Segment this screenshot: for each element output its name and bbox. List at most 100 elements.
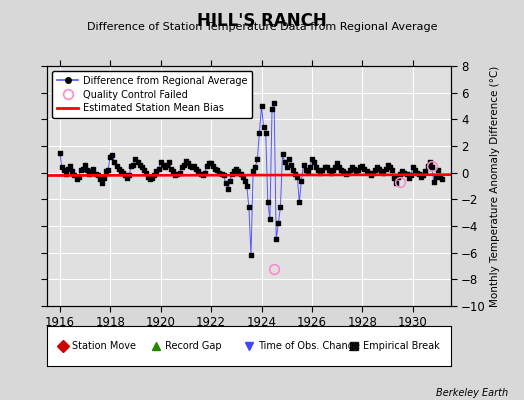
- Point: [436, 174, 444, 180]
- Point: [423, 163, 432, 169]
- Point: [251, 164, 259, 170]
- Point: [365, 170, 373, 176]
- Point: [165, 159, 173, 165]
- Point: [341, 171, 350, 177]
- Point: [375, 166, 384, 172]
- Point: [425, 159, 434, 165]
- Point: [301, 167, 310, 173]
- Point: [176, 170, 184, 176]
- Point: [402, 171, 411, 177]
- Point: [405, 175, 413, 181]
- Point: [381, 166, 390, 172]
- Point: [249, 168, 257, 174]
- Point: [215, 170, 224, 176]
- Point: [312, 164, 320, 170]
- Point: [171, 172, 180, 178]
- Point: [184, 160, 192, 166]
- Point: [142, 170, 150, 176]
- Point: [285, 156, 293, 162]
- Point: [199, 172, 207, 178]
- Point: [60, 167, 68, 173]
- Point: [196, 171, 205, 177]
- Point: [253, 156, 261, 162]
- Point: [369, 170, 377, 176]
- Point: [56, 150, 64, 156]
- Point: [152, 168, 161, 174]
- Point: [83, 167, 91, 173]
- Y-axis label: Monthly Temperature Anomaly Difference (°C): Monthly Temperature Anomaly Difference (…: [490, 65, 500, 307]
- Point: [270, 100, 278, 106]
- Point: [58, 164, 66, 170]
- Point: [344, 170, 352, 176]
- Point: [276, 204, 285, 210]
- Point: [100, 175, 108, 181]
- Point: [144, 174, 152, 180]
- Point: [157, 159, 165, 165]
- Point: [308, 156, 316, 162]
- Point: [289, 167, 297, 173]
- Point: [146, 176, 154, 182]
- Point: [104, 167, 112, 173]
- Point: [178, 164, 186, 170]
- Point: [213, 167, 222, 173]
- Point: [118, 170, 127, 176]
- Point: [203, 163, 211, 169]
- Point: [394, 174, 402, 180]
- Point: [70, 172, 79, 178]
- Point: [190, 163, 199, 169]
- Text: Record Gap: Record Gap: [165, 341, 222, 351]
- Point: [93, 172, 102, 178]
- Point: [155, 166, 163, 172]
- Point: [102, 168, 110, 174]
- Point: [329, 167, 337, 173]
- Point: [415, 171, 423, 177]
- Point: [305, 164, 314, 170]
- Point: [316, 170, 324, 176]
- Point: [66, 163, 74, 169]
- Point: [222, 180, 230, 186]
- Point: [228, 171, 236, 177]
- Point: [264, 199, 272, 205]
- Point: [390, 175, 398, 181]
- Point: [407, 172, 415, 178]
- Point: [361, 166, 369, 172]
- Point: [352, 168, 361, 174]
- Point: [379, 170, 388, 176]
- Point: [77, 167, 85, 173]
- Point: [346, 167, 354, 173]
- Point: [234, 168, 243, 174]
- Point: [261, 130, 270, 136]
- Point: [161, 164, 169, 170]
- Text: Empirical Break: Empirical Break: [363, 341, 440, 351]
- Point: [133, 159, 141, 165]
- Point: [167, 166, 176, 172]
- Point: [268, 106, 276, 112]
- Point: [169, 168, 178, 174]
- Point: [411, 167, 419, 173]
- Point: [205, 160, 213, 166]
- Point: [89, 166, 97, 172]
- Point: [274, 220, 282, 226]
- Point: [354, 167, 363, 173]
- Point: [182, 158, 190, 164]
- Text: HILL'S RANCH: HILL'S RANCH: [197, 12, 327, 30]
- Point: [72, 176, 81, 182]
- Point: [438, 176, 446, 182]
- Point: [434, 167, 442, 173]
- Point: [280, 159, 289, 165]
- Point: [201, 170, 209, 176]
- Point: [121, 172, 129, 178]
- Point: [209, 163, 217, 169]
- Point: [108, 152, 116, 158]
- Point: [350, 166, 358, 172]
- Point: [384, 162, 392, 168]
- Point: [224, 186, 232, 192]
- Point: [159, 162, 167, 168]
- Point: [81, 162, 89, 168]
- Point: [259, 124, 268, 130]
- Point: [255, 130, 264, 136]
- Point: [400, 170, 409, 176]
- Point: [150, 172, 159, 178]
- Point: [207, 160, 215, 166]
- Point: [293, 174, 301, 180]
